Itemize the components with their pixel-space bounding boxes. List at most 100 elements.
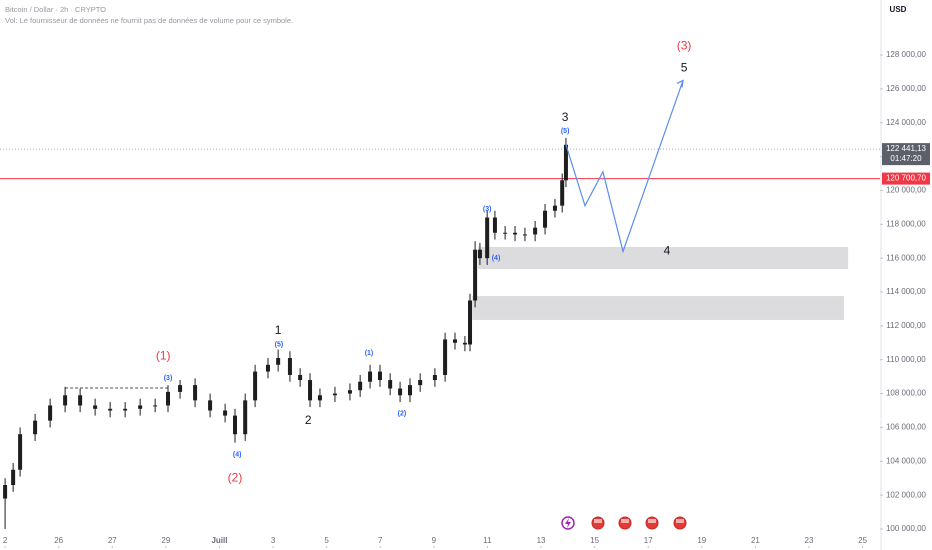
candle-body <box>377 371 382 381</box>
candle-body <box>276 358 281 365</box>
y-tick-label: 100 000,00 <box>886 524 927 533</box>
x-tick-label: 2 <box>3 536 8 545</box>
x-tick-label: 15 <box>590 536 599 545</box>
wave-label: 5 <box>681 61 688 75</box>
flag-stripe <box>676 519 684 523</box>
candle-body <box>368 371 373 382</box>
wave-label: (2) <box>398 411 407 418</box>
x-tick-label: 13 <box>537 536 546 545</box>
candle-body <box>503 232 508 234</box>
candle-body <box>418 380 423 386</box>
y-tick-label: 106 000,00 <box>886 423 927 432</box>
wave-label: (4) <box>492 255 501 262</box>
candle-body <box>287 358 292 375</box>
candle-body <box>123 408 128 411</box>
candle-body <box>3 484 8 499</box>
x-tick-label: 26 <box>54 536 63 545</box>
candle-body <box>178 385 183 392</box>
x-tick-label: 11 <box>483 536 492 545</box>
y-tick-label: 112 000,00 <box>886 321 926 330</box>
candle-body <box>432 374 437 381</box>
x-tick-label: 9 <box>432 536 437 545</box>
candle-body <box>533 227 538 235</box>
candle-body <box>298 374 303 381</box>
y-tick-label: 102 000,00 <box>886 490 927 499</box>
y-tick-label: 118 000,00 <box>886 219 926 228</box>
candle-body <box>563 144 568 181</box>
y-tick-label: 124 000,00 <box>886 118 927 127</box>
candle-body <box>317 395 322 401</box>
plot: (1) (3) (4) (2) 1 (5) 2 (1) (2) (3) (4) 3 (5) (3) 5 4 <box>0 39 880 530</box>
x-tick-label: 3 <box>271 536 276 545</box>
level-tag <box>882 172 930 185</box>
zone <box>472 296 845 320</box>
candle-body <box>347 390 352 394</box>
y-tick-label: 128 000,00 <box>886 50 927 59</box>
event-icons <box>561 516 687 530</box>
candle-body <box>468 300 473 345</box>
candle-body <box>108 408 113 411</box>
x-tick-label: 23 <box>805 536 814 545</box>
candle-body <box>453 339 458 343</box>
wave-label: 3 <box>562 110 569 124</box>
candle-body <box>543 210 548 228</box>
y-tick-label: 126 000,00 <box>886 84 927 93</box>
candle-body <box>308 380 313 401</box>
candle-body <box>513 232 518 235</box>
wave-label: (5) <box>275 341 284 348</box>
candle-body <box>18 434 23 470</box>
y-tick-label: 116 000,00 <box>886 253 926 262</box>
countdown-label: 01:47:20 <box>890 154 922 163</box>
x-tick-label: 7 <box>378 536 383 545</box>
y-tick-label: 120 000,00 <box>886 186 927 195</box>
wave-label: 1 <box>275 323 282 337</box>
candle-body <box>138 405 143 409</box>
currency: USD <box>890 5 907 14</box>
wave-label: (3) <box>483 206 492 213</box>
wave-label: (3) <box>677 39 692 53</box>
candle-body <box>358 381 363 391</box>
candle-body <box>560 180 565 206</box>
x-tick-label: 5 <box>324 536 329 545</box>
wave-label: (1) <box>156 349 171 363</box>
level-label: 120 700,70 <box>886 174 927 183</box>
chart-title: Bitcoin / Dollar · 2h · CRYPTO <box>5 5 106 14</box>
wave-label: (5) <box>561 128 570 135</box>
candle-body <box>552 205 557 211</box>
y-tick-label: 110 000,00 <box>886 355 926 364</box>
last-price-label: 122 441,13 <box>886 144 927 153</box>
flag-stripe <box>621 519 629 523</box>
x-tick-label: 17 <box>644 536 653 545</box>
candle-body <box>265 364 270 372</box>
candle-body <box>443 339 448 375</box>
wave-label: (1) <box>365 350 374 357</box>
candle-body <box>485 217 490 259</box>
projection-arrow <box>676 79 684 88</box>
y-tick-label: 104 000,00 <box>886 456 927 465</box>
zone <box>478 246 849 269</box>
candle-body <box>407 385 412 396</box>
candle-body <box>473 249 478 301</box>
wave-label: 2 <box>305 413 312 427</box>
candle-body <box>332 393 337 396</box>
candle-body <box>11 469 16 485</box>
candle-body <box>63 395 68 406</box>
candle-body <box>388 380 393 389</box>
wave-label: (3) <box>164 375 173 382</box>
wave-label: (2) <box>228 470 243 484</box>
wave-label: (4) <box>233 451 242 458</box>
candle-body <box>398 388 403 396</box>
candle-body <box>223 410 228 416</box>
x-tick-label: 25 <box>858 536 867 545</box>
candle-body <box>48 405 53 421</box>
projection-line <box>565 80 684 254</box>
y-tick-label: 114 000,00 <box>886 287 926 296</box>
candle-body <box>522 234 527 236</box>
x-tick-label: 21 <box>751 536 760 545</box>
candle-body <box>193 385 198 401</box>
candle-body <box>462 342 467 345</box>
candle-body <box>492 217 497 233</box>
x-tick-label: 29 <box>161 536 170 545</box>
